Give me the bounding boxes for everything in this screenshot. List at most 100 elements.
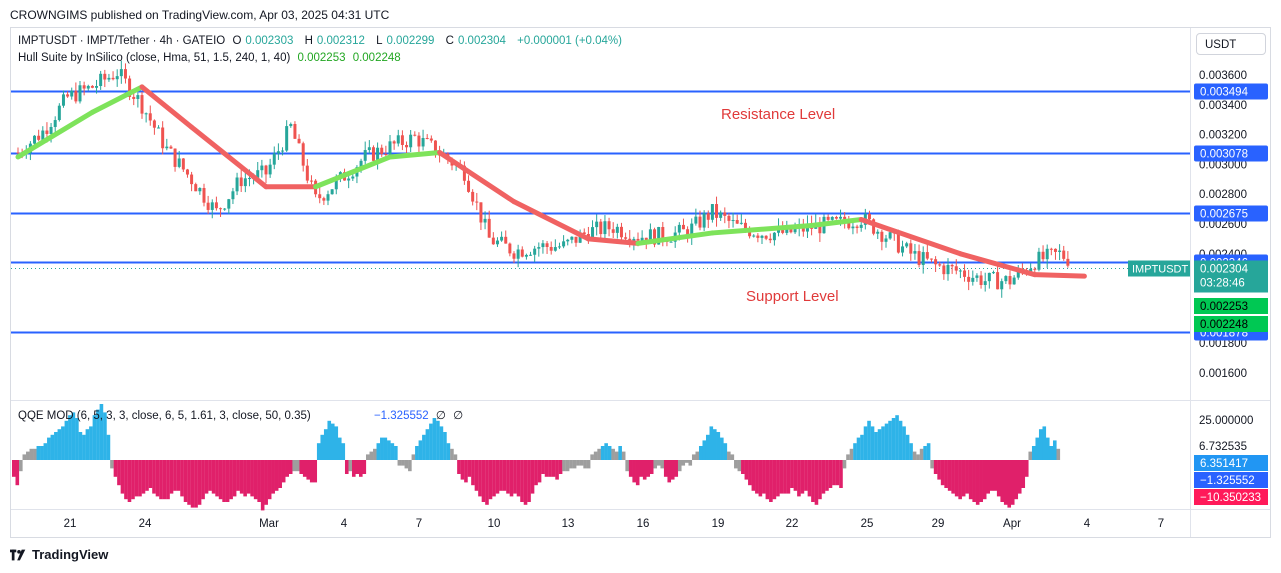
candle-body [214,202,218,209]
qqe-tag-3-text: −10.350233 [1200,492,1261,504]
candle-body [826,216,830,220]
qqe-bar [464,460,468,483]
candle-body [376,147,380,161]
candle-body [144,113,148,115]
candle-body [276,151,280,154]
qqe-bar [541,460,545,474]
candle-body [570,236,574,240]
qqe-bar [947,460,952,491]
qqe-bar [884,423,889,460]
qqe-bar [33,448,37,460]
currency-selector[interactable]: USDT [1196,33,1266,55]
qqe-bar [267,460,272,500]
candle-body [471,191,475,202]
candle-body [954,266,958,271]
symbol-info[interactable]: IMPTUSDT · IMPT/Tether · 4h · GATEIO [18,35,226,47]
chart-frame [10,27,1271,538]
qqe-bar [68,415,72,460]
qqe-bar [236,460,240,491]
qqe-bar [229,460,233,500]
qqe-bar [337,437,342,460]
qqe-bar [401,460,405,466]
qqe-legend[interactable]: QQE MOD (6, 5, 3, 3, close, 6, 5, 1.61, … [18,408,467,422]
candle-body [227,199,231,209]
qqe-bar [281,460,286,483]
qqe-bar [993,460,998,491]
qqe-bar [82,434,86,460]
qqe-bar [376,443,381,460]
tradingview-brand[interactable]: TradingView [10,547,108,562]
qqe-bar [688,460,693,466]
qqe-tag-1-text: 6.351417 [1200,458,1248,470]
candle-body [756,235,760,238]
time-label: 4 [1084,518,1091,530]
candle-body [231,191,235,200]
candle-body [748,229,752,237]
qqe-bar [411,454,416,460]
hull-legend[interactable]: Hull Suite by InSilico (close, Hma, 51, … [18,52,405,64]
candle-body [520,249,524,257]
qqe-bar [734,460,738,469]
qqe-bar [825,460,829,491]
qqe-bar [362,460,367,474]
time-label: 19 [712,518,725,530]
candle-body [971,277,975,282]
qqe-bar [323,429,328,460]
candle-body [599,221,603,235]
qqe-bar [783,460,787,494]
qqe-bar [436,420,440,460]
price-tick: 0.003200 [1199,130,1247,142]
qqe-bar [1049,446,1054,460]
qqe-bar [485,460,489,505]
qqe-bar [653,460,658,469]
qqe-bar [257,460,261,502]
qqe-bar [818,460,822,500]
candle-body [669,241,673,243]
qqe-bar [544,460,549,477]
qqe-bar [169,460,174,494]
candle-body [400,135,404,145]
candle-body [760,235,764,238]
qqe-bar [274,460,279,491]
qqe-bar [646,460,651,477]
candle-body [219,208,223,210]
qqe-bar [106,434,111,460]
qqe-bar [1017,460,1022,494]
candle-body [963,270,967,277]
candle-body [657,227,661,245]
qqe-bar [194,460,198,508]
candle-body [206,202,210,210]
qqe-bar [443,432,447,460]
qqe-bar [835,460,840,486]
candle-body [1033,268,1037,270]
qqe-bar [856,437,861,460]
ohlc-high: H 0.002312 [304,35,365,47]
qqe-bar [776,460,780,497]
candle-body [698,216,702,228]
qqe-bar [495,460,500,494]
time-label: 29 [932,518,945,530]
candle-body [45,130,49,134]
candle-body [706,213,710,220]
qqe-bar [618,446,622,460]
candle-body [512,253,516,259]
candle-body [49,126,53,134]
qqe-bar [201,460,205,500]
qqe-bar [110,460,114,469]
candle-body [723,212,727,216]
candle-body [148,113,152,121]
qqe-bar [698,446,703,460]
qqe-bar [807,460,812,497]
qqe-bar [635,460,640,486]
qqe-bar [621,451,626,460]
symbol-tag [1128,260,1190,277]
qqe-bar [127,460,132,502]
qqe-bar [1028,451,1033,460]
qqe-bar [422,434,426,460]
qqe-bar [152,460,156,494]
qqe-bar [916,454,920,460]
hull-tag-2-text: 0.002248 [1200,319,1248,331]
qqe-bar [117,460,121,486]
candle-body [483,218,487,223]
